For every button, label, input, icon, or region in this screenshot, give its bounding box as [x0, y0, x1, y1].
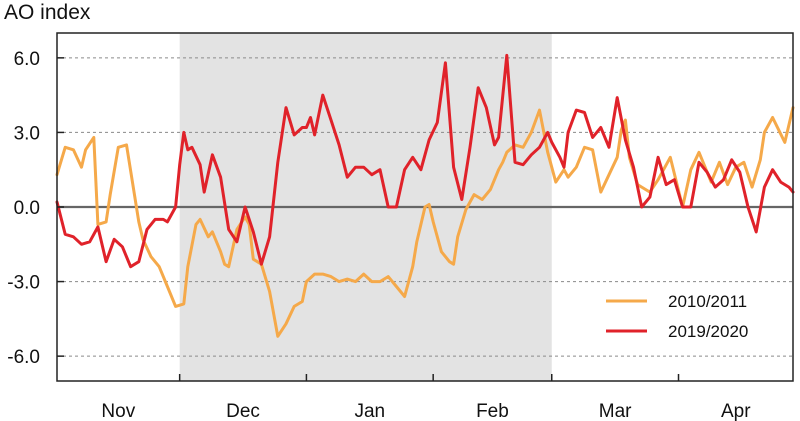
- chart-title: AO index: [4, 1, 91, 24]
- x-tick-label: Nov: [101, 401, 135, 421]
- legend: 2010/2011 2019/2020: [606, 292, 748, 341]
- x-tick-label: Apr: [721, 401, 751, 421]
- legend-label: 2010/2011: [668, 292, 747, 311]
- y-tick-label: 6.0: [14, 49, 40, 70]
- series-layer: [55, 53, 795, 338]
- x-tick-label: Feb: [476, 401, 509, 421]
- y-tick-label: -6.0: [7, 347, 40, 368]
- y-tick-label: 3.0: [14, 123, 40, 144]
- y-tick-label: -3.0: [7, 273, 40, 294]
- gridlines: [57, 57, 793, 357]
- x-tick-label: Jan: [354, 401, 385, 421]
- y-tick-label: 0.0: [14, 198, 40, 219]
- axis-ticks: 6.0 3.0 0.0 -3.0 -6.0 Nov Dec Jan Feb Mar Apr: [7, 49, 751, 421]
- x-tick-label: Mar: [599, 401, 632, 421]
- series-line: [55, 53, 795, 269]
- legend-label: 2019/2020: [668, 322, 748, 341]
- series-line: [55, 106, 795, 338]
- x-tick-label: Dec: [226, 401, 260, 421]
